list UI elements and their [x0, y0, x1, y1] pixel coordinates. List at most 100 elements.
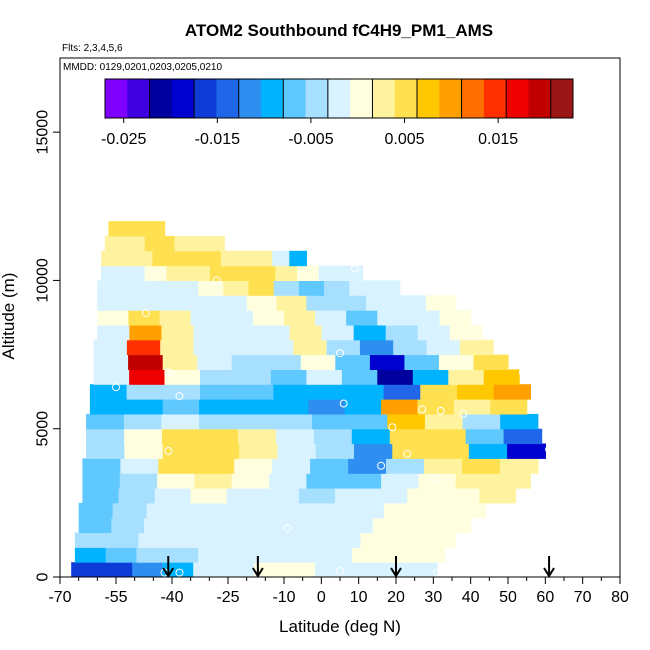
curtain-cell — [260, 339, 294, 356]
curtain-cell — [101, 562, 133, 577]
curtain-cell — [198, 547, 230, 563]
curtain-cell — [132, 562, 164, 577]
curtain-cell — [265, 532, 298, 548]
curtain-cell — [152, 250, 171, 267]
curtain-cell — [269, 473, 307, 489]
curtain-cell — [126, 339, 161, 356]
curtain-cell — [346, 384, 385, 400]
curtain-cell — [172, 280, 199, 296]
curtain-cell — [377, 310, 409, 326]
curtain-cell — [284, 562, 316, 577]
curtain-cell — [144, 265, 167, 281]
curtain-cell — [381, 473, 419, 489]
curtain-cell — [448, 369, 485, 385]
curtain-cell — [122, 280, 149, 296]
curtain-cell — [392, 443, 432, 459]
curtain-cell — [404, 354, 440, 370]
curtain-cell — [236, 384, 274, 400]
curtain-cell — [275, 428, 315, 445]
colorbar-swatch — [127, 79, 150, 118]
curtain-cell — [353, 324, 387, 341]
curtain-cell — [176, 517, 210, 534]
sample-point — [175, 568, 184, 577]
curtain-cell — [101, 265, 124, 281]
curtain-cell — [324, 280, 350, 296]
curtain-cell — [154, 235, 166, 252]
x-tick-label: 0 — [317, 589, 326, 606]
curtain-cell — [97, 324, 130, 341]
sample-point — [518, 368, 527, 377]
x-tick-label: 80 — [611, 589, 629, 606]
sample-point — [336, 567, 344, 576]
colorbar-tick-label: -0.005 — [288, 131, 333, 148]
x-tick-label: -55 — [104, 589, 127, 606]
curtain-cell — [340, 517, 374, 534]
curtain-cell — [349, 280, 376, 296]
curtain-cell — [297, 265, 320, 281]
curtain-cell — [406, 562, 438, 577]
curtain-cell — [78, 502, 114, 519]
x-axis-label: Latitude (deg N) — [279, 617, 401, 636]
curtain-cell — [157, 295, 188, 311]
colorbar-swatch — [283, 79, 306, 118]
curtain-cell — [315, 310, 347, 326]
colorbar-swatch — [483, 79, 507, 118]
curtain-cell — [424, 458, 463, 474]
curtain-cell — [424, 532, 457, 548]
curtain-cell — [209, 517, 243, 534]
flight-arrow — [390, 556, 402, 578]
curtain-cell — [136, 547, 168, 563]
curtain-cell — [297, 532, 330, 548]
curtain-cell — [354, 443, 393, 459]
curtain-cell — [500, 413, 539, 430]
curtain-cell — [233, 532, 266, 548]
arrow-head — [543, 567, 555, 578]
x-tick-label: -70 — [48, 589, 71, 606]
curtain-cell — [235, 369, 272, 385]
curtain-cell — [214, 502, 249, 519]
x-tick-label: -10 — [272, 589, 295, 606]
curtain-cell — [112, 502, 148, 519]
curtain-cell — [114, 235, 126, 252]
colorbar-tick-label: 0.015 — [478, 131, 518, 148]
curtain-cell — [164, 369, 201, 385]
flight-arrow — [162, 556, 175, 578]
curtain-cell — [162, 443, 202, 459]
curtain-cell — [163, 384, 201, 400]
sample-point — [436, 406, 445, 415]
curtain-cell — [455, 473, 494, 489]
curtain-cell — [145, 221, 152, 237]
colorbar-swatch — [350, 79, 373, 118]
x-tick-label: 20 — [387, 589, 405, 606]
sample-point — [433, 568, 442, 577]
curtain-cell — [439, 310, 472, 326]
curtain-cell — [101, 250, 119, 267]
curtain-cell — [272, 250, 290, 267]
curtain-cell — [430, 443, 470, 459]
curtain-cell — [199, 399, 237, 415]
curtain-cell — [200, 384, 238, 400]
curtain-cell — [253, 265, 276, 281]
curtain-cell — [97, 280, 124, 296]
chart-title: ATOM2 Southbound fC4H9_PM1_AMS — [185, 21, 493, 40]
curtain-cell — [313, 428, 353, 445]
curtain-cell — [184, 235, 195, 252]
curtain-cell — [214, 235, 225, 252]
curtain-cell — [113, 221, 119, 237]
curtain-cell — [366, 295, 397, 311]
curtain-cell — [289, 250, 307, 267]
colorbar-swatch — [238, 79, 262, 118]
curtain-cell — [122, 265, 146, 281]
colorbar-swatch — [461, 79, 485, 118]
colorbar-swatch — [439, 79, 462, 118]
curtain-cell — [82, 488, 120, 504]
sample-point — [545, 445, 554, 454]
curtain-cell — [74, 532, 108, 548]
curtain-cell — [359, 339, 394, 356]
curtain-cell — [350, 502, 385, 519]
curtain-cell — [335, 488, 372, 504]
curtain-cell — [234, 458, 273, 474]
sample-point — [141, 309, 150, 318]
arrow-head — [390, 567, 402, 578]
